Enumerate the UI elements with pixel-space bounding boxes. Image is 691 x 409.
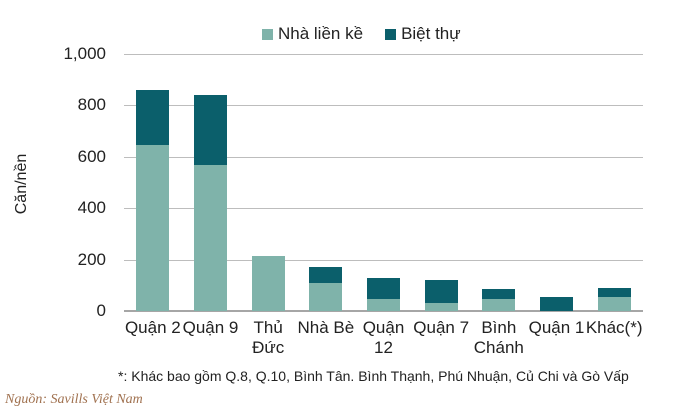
legend-label: Biệt thự [401, 24, 461, 43]
gridline [124, 156, 643, 158]
bar-segment-biet-thu [309, 267, 343, 283]
bar-segment-biet-thu [424, 279, 458, 304]
bar-6 [482, 289, 516, 311]
x-tick-label: Quận 1 [528, 318, 585, 337]
y-tick-label: 0 [96, 301, 106, 320]
x-tick-label: Quận 7 [413, 318, 470, 337]
gridline [124, 105, 643, 107]
gridline [124, 54, 643, 55]
chart-legend: Nhà liền kề Biệt thự [262, 24, 483, 44]
footnote: *: Khác bao gồm Q.8, Q.10, Bình Tân. Bìn… [118, 368, 629, 384]
bar-segment-nha-lien-ke [367, 299, 400, 311]
bar-3 [309, 267, 343, 311]
bar-segment-nha-lien-ke [597, 296, 631, 311]
bar-0 [136, 90, 170, 311]
bar-segment-nha-lien-ke [424, 303, 458, 311]
x-tick-label: Khác(*) [585, 318, 643, 337]
bar-segment-biet-thu [194, 94, 227, 165]
bar-segment-nha-lien-ke [309, 282, 343, 311]
bar-4 [367, 278, 400, 311]
legend-swatch-dark-teal [385, 28, 397, 40]
y-tick-label: 400 [77, 198, 106, 218]
x-tick-label: Quận 12 [362, 318, 405, 357]
y-axis-label: Căn/nền [13, 153, 30, 215]
bar-segment-biet-thu [540, 297, 573, 311]
bar-5 [424, 279, 458, 311]
bar-1 [194, 94, 227, 311]
legend-item-biet-thu: Biệt thự [385, 24, 461, 44]
y-tick-label: 800 [77, 95, 106, 115]
bar-segment-biet-thu [597, 287, 631, 297]
bar-segment-nha-lien-ke [194, 164, 227, 311]
y-tick-label: 200 [77, 249, 106, 269]
legend-item-nha-lien-ke: Nhà liền kề [262, 24, 363, 44]
bar-segment-nha-lien-ke [251, 256, 285, 311]
x-tick-label: Quận 2 [124, 318, 181, 337]
x-tick-label: Bình Chánh [473, 318, 524, 357]
bar-7 [540, 297, 573, 311]
bar-segment-nha-lien-ke [482, 299, 516, 311]
x-tick-label: Nhà Bè [297, 318, 355, 337]
x-tick-label: Thủ Đức [252, 318, 285, 357]
source-note: Nguồn: Savills Việt Nam [5, 392, 143, 407]
bar-segment-biet-thu [136, 90, 170, 145]
bar-segment-biet-thu [367, 278, 400, 300]
gridline [124, 208, 643, 210]
bar-2 [251, 256, 285, 311]
bar-segment-biet-thu [482, 289, 516, 300]
x-tick-label: Quận 9 [182, 318, 239, 337]
legend-label: Nhà liền kề [278, 24, 364, 43]
legend-swatch-light-teal [262, 28, 273, 40]
bar-segment-nha-lien-ke [136, 144, 170, 311]
x-axis-line [124, 310, 643, 312]
y-tick-label: 1,000 [63, 44, 106, 63]
bar-8 [597, 287, 631, 311]
gridline [124, 259, 643, 261]
y-tick-label: 600 [77, 146, 106, 166]
